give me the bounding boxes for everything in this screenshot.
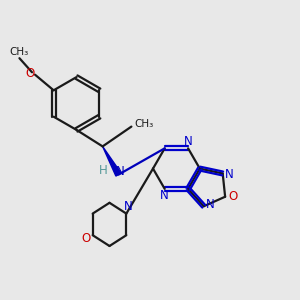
Text: CH₃: CH₃	[10, 46, 29, 57]
Text: N: N	[225, 169, 234, 182]
Text: CH₃: CH₃	[134, 118, 154, 129]
Text: H: H	[98, 164, 107, 178]
Text: N: N	[116, 165, 124, 178]
Text: N: N	[160, 189, 169, 202]
Text: N: N	[206, 198, 215, 211]
Text: O: O	[25, 67, 34, 80]
Text: N: N	[184, 135, 193, 148]
Text: N: N	[124, 200, 132, 214]
Text: O: O	[81, 232, 91, 245]
Polygon shape	[103, 146, 121, 176]
Text: O: O	[228, 190, 237, 203]
